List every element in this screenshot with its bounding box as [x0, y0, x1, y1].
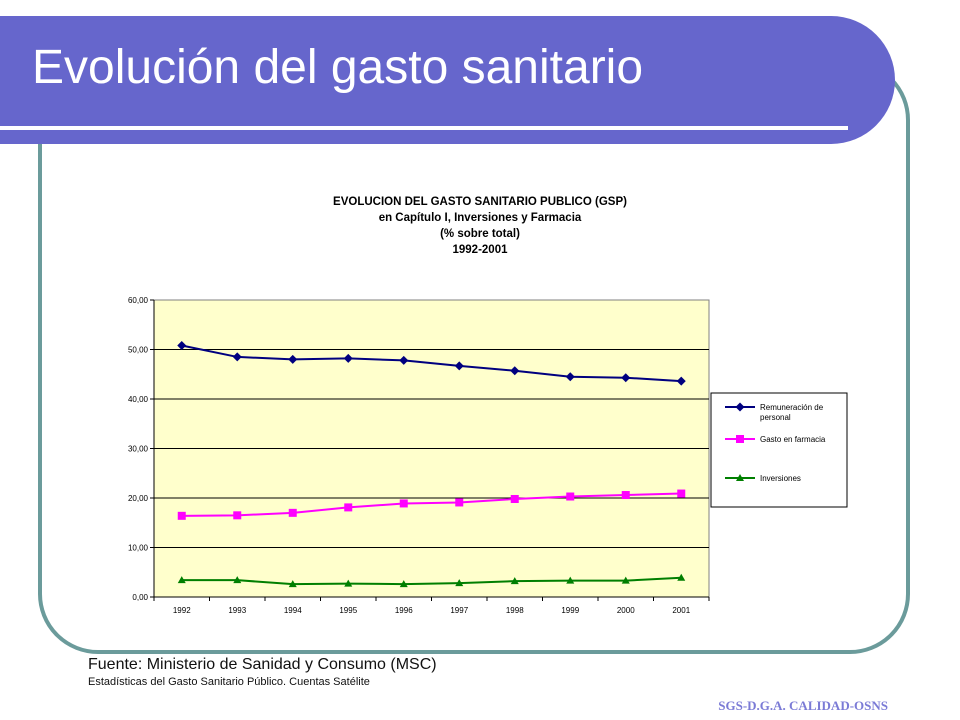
- legend-label: personal: [760, 413, 791, 422]
- data-point-0: [399, 355, 409, 365]
- legend-label: Remuneración de: [760, 403, 824, 412]
- data-point-0: [565, 372, 575, 382]
- data-point-0: [343, 353, 353, 363]
- data-point-1: [677, 489, 686, 498]
- x-tick-label: 1993: [228, 606, 246, 615]
- y-tick-label: 50,00: [128, 346, 149, 355]
- title-underline: [0, 126, 848, 130]
- data-point-2: [566, 576, 575, 584]
- data-point-1: [566, 492, 575, 501]
- data-point-2: [288, 580, 297, 588]
- slide-title: Evolución del gasto sanitario: [32, 41, 644, 94]
- data-point-1: [344, 503, 353, 512]
- x-tick-label: 2001: [672, 606, 690, 615]
- data-point-0: [510, 366, 520, 376]
- chart-title-line: en Capítulo I, Inversiones y Farmacia: [379, 212, 582, 224]
- y-tick-label: 40,00: [128, 395, 149, 404]
- data-point-2: [455, 579, 464, 587]
- data-point-1: [399, 499, 408, 508]
- data-point-0: [232, 352, 242, 362]
- data-point-1: [177, 511, 186, 520]
- data-point-2: [177, 576, 186, 584]
- x-tick-label: 1992: [173, 606, 191, 615]
- legend-label: Inversiones: [760, 474, 801, 483]
- x-tick-label: 2000: [617, 606, 635, 615]
- data-point-1: [233, 511, 242, 520]
- x-tick-label: 1999: [561, 606, 579, 615]
- chart-title-line: 1992-2001: [453, 244, 509, 256]
- data-point-0: [288, 354, 298, 364]
- y-tick-label: 20,00: [128, 494, 149, 503]
- legend-swatch-marker: [735, 402, 745, 412]
- x-tick-label: 1998: [506, 606, 524, 615]
- x-tick-label: 1996: [395, 606, 413, 615]
- x-tick-label: 1995: [339, 606, 357, 615]
- data-point-1: [288, 508, 297, 517]
- legend-label: Gasto en farmacia: [760, 435, 826, 444]
- data-point-2: [510, 577, 519, 585]
- source-subnote: Estadísticas del Gasto Sanitario Público…: [88, 676, 370, 688]
- data-point-2: [677, 573, 686, 581]
- legend-swatch-marker: [736, 474, 744, 481]
- series-line-0: [181, 344, 682, 383]
- data-point-0: [454, 361, 464, 371]
- y-tick-label: 60,00: [128, 296, 149, 305]
- x-tick-label: 1994: [284, 606, 302, 615]
- legend-box: [710, 392, 848, 508]
- y-tick-label: 30,00: [128, 445, 149, 454]
- series-line-2: [181, 576, 682, 586]
- data-point-2: [399, 580, 408, 588]
- y-tick-label: 0,00: [132, 593, 148, 602]
- data-point-0: [676, 376, 686, 386]
- series-line-1: [181, 492, 682, 517]
- x-tick-label: 1997: [450, 606, 468, 615]
- data-point-1: [510, 494, 519, 503]
- y-tick-label: 10,00: [128, 544, 149, 553]
- data-point-0: [621, 373, 631, 383]
- data-point-2: [621, 576, 630, 584]
- chart-title-line: (% sobre total): [440, 228, 520, 240]
- data-point-2: [233, 576, 242, 584]
- source-note: Fuente: Ministerio de Sanidad y Consumo …: [88, 656, 437, 673]
- chart-title-line: EVOLUCION DEL GASTO SANITARIO PUBLICO (G…: [333, 196, 627, 208]
- data-point-2: [344, 579, 353, 587]
- data-point-1: [455, 498, 464, 507]
- footer-tag: SGS-D.G.A. CALIDAD-OSNS: [718, 698, 888, 713]
- title-band: [0, 16, 895, 144]
- data-point-1: [621, 491, 630, 500]
- data-point-0: [177, 341, 187, 351]
- legend-swatch-marker: [736, 435, 744, 443]
